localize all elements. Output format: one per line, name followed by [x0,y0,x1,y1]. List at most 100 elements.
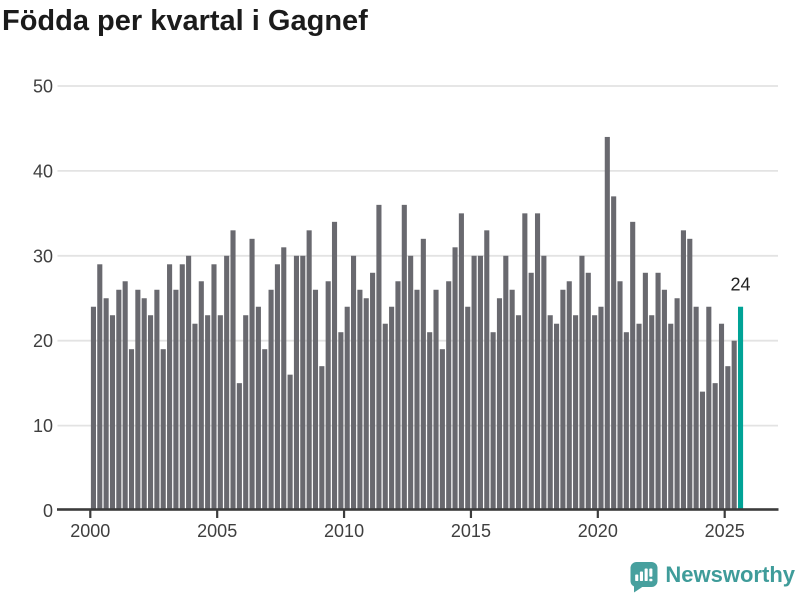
bar-2001-Q4 [135,289,141,511]
bar-2003-Q4 [186,255,192,511]
bar-2015-Q3 [484,230,490,511]
bar-2003-Q1 [167,264,173,511]
bar-2015-Q1 [471,255,477,511]
bar-2005-Q1 [217,315,223,511]
bar-2016-Q3 [509,289,515,511]
bar-2009-Q4 [338,332,344,511]
bar-2019-Q1 [573,315,579,511]
bar-2002-Q1 [141,298,147,511]
bar-2019-Q3 [585,272,591,511]
bar-2014-Q2 [452,247,458,511]
bar-2022-Q1 [649,315,655,511]
bar-2001-Q2 [122,281,128,511]
bar-2013-Q1 [420,238,426,511]
bar-2024-Q2 [706,306,712,511]
bar-2009-Q1 [319,366,325,511]
x-tick-label-2010: 2010 [324,521,364,541]
bar-2010-Q4 [363,298,369,511]
bar-2016-Q2 [503,255,509,511]
axis-labels: 2000 2005 2010 2015 2020 2025 0 10 20 30 40 50 24 [33,77,751,542]
bar-2017-Q3 [534,213,541,511]
bar-2015-Q2 [477,255,483,511]
bar-2007-Q4 [287,374,293,511]
bar-2007-Q2 [274,264,280,511]
bar-2006-Q2 [249,238,255,511]
bar-2017-Q2 [528,272,534,511]
chart-title: Födda per kvartal i Gagnef [2,5,368,37]
bar-2014-Q3 [458,213,464,511]
bar-2001-Q3 [128,349,135,511]
bar-2003-Q3 [179,264,185,511]
bar-2018-Q3 [560,289,566,511]
bar-2024-Q4 [718,323,725,511]
y-tick-label-20: 20 [33,331,53,351]
x-tick-label-2020: 2020 [578,521,618,541]
bar-2023-Q1 [674,298,680,511]
bar-2020-Q3 [611,196,617,511]
bar-2006-Q3 [255,306,261,511]
bar-2021-Q4 [642,272,648,511]
bar-2018-Q4 [566,281,572,511]
bar-2018-Q1 [547,315,553,511]
bar-2009-Q2 [325,281,331,511]
y-tick-label-40: 40 [33,161,53,181]
bar-2024-Q1 [699,391,706,511]
bar-2004-Q1 [192,323,198,511]
x-tick-label-2015: 2015 [451,521,491,541]
bar-2002-Q4 [160,349,166,511]
bar-2008-Q4 [312,289,319,511]
bar-2016-Q4 [515,315,522,511]
bar-2003-Q2 [173,289,179,511]
bar-2005-Q2 [224,255,230,511]
bar-2007-Q3 [281,247,287,511]
bar-2024-Q3 [712,383,718,511]
last-value-annotation: 24 [731,275,751,295]
y-tick-label-10: 10 [33,416,53,436]
bar-2006-Q1 [243,315,249,511]
bars [90,136,744,511]
bar-2001-Q1 [116,289,122,511]
bar-2020-Q4 [617,281,623,511]
newsworthy-logo-icon [630,562,658,593]
bar-chart-glyph [635,568,653,582]
bar-2014-Q4 [465,306,471,511]
bar-2022-Q3 [661,289,667,511]
bar-2019-Q4 [592,315,598,511]
bar-2002-Q2 [148,315,154,511]
bar-2011-Q4 [389,306,395,511]
bar-2012-Q4 [414,289,420,511]
bar-2008-Q3 [306,230,312,511]
bar-2021-Q3 [636,323,642,511]
bar-2012-Q3 [408,255,414,511]
bar-2005-Q4 [236,383,242,511]
bar-2022-Q4 [668,323,674,511]
bar-2023-Q4 [693,306,699,511]
bar-2008-Q2 [300,255,306,511]
bar-2013-Q3 [433,289,439,511]
bar-2017-Q1 [522,213,528,511]
bar-2000-Q4 [109,315,116,511]
bar-2011-Q3 [382,323,388,511]
bar-2022-Q2 [655,272,661,511]
bar-2019-Q2 [579,255,585,511]
bar-2016-Q1 [496,298,503,511]
speech-bubble-shape [630,562,658,593]
bar-2025-Q1 [725,366,731,511]
x-tick-label-2005: 2005 [197,521,237,541]
bar-2009-Q3 [331,221,338,511]
y-tick-label-0: 0 [43,501,53,521]
bar-2000-Q2 [97,264,103,511]
bar-2011-Q2 [376,204,382,511]
bar-2006-Q4 [262,349,268,511]
y-tick-label-50: 50 [33,77,53,97]
bar-2021-Q1 [623,332,629,511]
bar-2010-Q2 [351,255,357,511]
bar-2004-Q2 [198,281,204,511]
bar-2004-Q3 [205,315,211,511]
bar-2013-Q4 [439,349,445,511]
bar-2015-Q4 [490,332,496,511]
bar-2004-Q4 [211,264,217,511]
bar-2020-Q2 [604,136,610,511]
highlighted-bar-2025-Q3 [737,306,744,511]
